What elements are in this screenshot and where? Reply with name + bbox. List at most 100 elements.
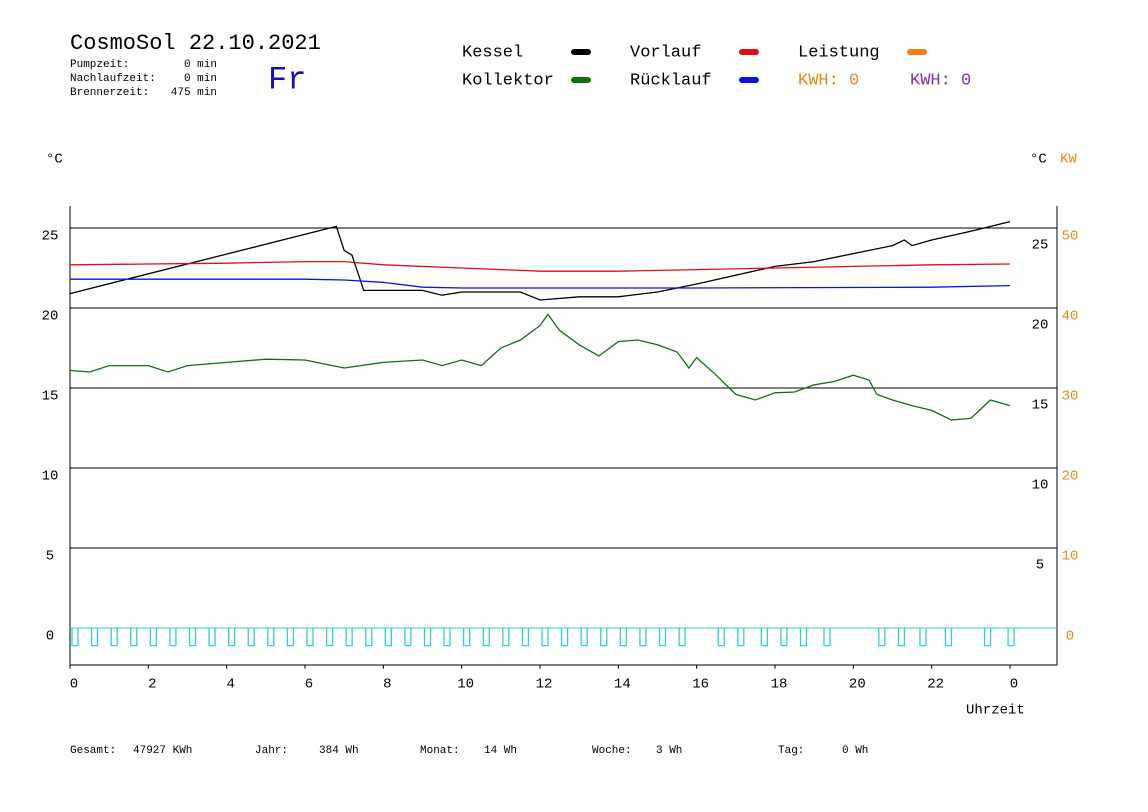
x-tick-label: 2: [148, 677, 156, 693]
x-tick-label: 12: [536, 677, 553, 693]
pulse: [306, 628, 314, 647]
pulse: [600, 628, 608, 647]
footer-label: Tag:: [778, 745, 804, 757]
y2-tick-label: 5: [1036, 558, 1044, 574]
kw-tick-label: 40: [1062, 309, 1079, 325]
y2-axis-label: °C: [1030, 152, 1047, 168]
footer-value: 384 Wh: [319, 745, 359, 757]
y-tick-label: 0: [46, 629, 54, 645]
pulse: [944, 628, 953, 647]
stat-label: Pumpzeit:: [70, 59, 129, 71]
x-tick-label: 4: [226, 677, 234, 693]
pulse: [678, 628, 686, 647]
day: Fr: [268, 61, 306, 98]
pulse: [619, 628, 627, 647]
x-tick-label: 22: [927, 677, 944, 693]
series-line: [69, 313, 1011, 421]
x-tick-label: 0: [70, 677, 78, 693]
y-tick-label: 15: [42, 389, 59, 405]
legend-label: Leistung: [798, 43, 880, 62]
y2-tick-label: 10: [1032, 478, 1049, 494]
stat-value: 475 min: [171, 87, 217, 99]
pulse: [384, 628, 392, 647]
series-line: [70, 278, 1011, 289]
pulse: [1007, 628, 1015, 647]
x-tick-label: 0: [1010, 677, 1018, 693]
pulse: [878, 628, 886, 647]
pulse: [823, 628, 831, 647]
footer-label: Gesamt:: [70, 745, 116, 757]
pulse: [345, 628, 353, 647]
pulse: [919, 628, 927, 647]
pulse: [208, 628, 216, 647]
kw-tick-label: 0: [1066, 629, 1074, 645]
pulse: [188, 628, 197, 647]
x-tick-label: 8: [383, 677, 391, 693]
pulse: [130, 628, 138, 647]
pulse: [502, 628, 510, 647]
pulse: [580, 628, 588, 647]
stat-label: Nachlaufzeit:: [70, 73, 156, 85]
x-tick-label: 10: [457, 677, 474, 693]
footer-value: 3 Wh: [656, 745, 682, 757]
pulse: [90, 628, 99, 647]
pulse: [560, 628, 569, 647]
x-tick-label: 14: [614, 677, 631, 693]
series-line: [69, 260, 1011, 272]
pulse: [365, 628, 373, 647]
y-tick-label: 5: [46, 549, 54, 565]
pulse: [149, 628, 157, 647]
pulse: [267, 628, 275, 647]
footer-value: 47927 KWh: [133, 745, 192, 757]
kw-tick-label: 30: [1062, 389, 1079, 405]
pulse: [443, 628, 451, 647]
pulse: [169, 628, 177, 647]
pulse: [110, 628, 118, 647]
pulse: [737, 628, 745, 647]
pulse: [541, 628, 549, 647]
legend-label: Kollektor: [462, 71, 554, 90]
series-line: [69, 220, 1011, 301]
footer-label: Monat:: [420, 745, 460, 757]
kwh-label: KWH: 0: [798, 71, 859, 90]
footer-label: Jahr:: [255, 745, 288, 757]
pulse: [423, 628, 432, 647]
legend-label: Rücklauf: [630, 71, 712, 90]
pulse: [404, 628, 412, 647]
y2-tick-label: 15: [1032, 398, 1049, 414]
x-axis-label: Uhrzeit: [966, 703, 1025, 719]
pulse: [983, 628, 992, 647]
x-tick-label: 6: [305, 677, 313, 693]
y-tick-label: 25: [42, 229, 59, 245]
pulse: [325, 628, 334, 647]
pulse: [658, 628, 667, 647]
pulse: [799, 628, 808, 647]
legend-label: Vorlauf: [630, 43, 701, 62]
footer-value: 14 Wh: [484, 745, 517, 757]
kwh-label: KWH: 0: [910, 71, 971, 90]
y-tick-label: 10: [42, 469, 59, 485]
pulse: [286, 628, 295, 647]
pulse: [780, 628, 788, 647]
y2-tick-label: 20: [1032, 318, 1049, 334]
pulse: [228, 628, 236, 647]
x-tick-label: 16: [692, 677, 709, 693]
y-tick-label: 20: [42, 309, 59, 325]
legend-label: Kessel: [462, 43, 523, 62]
kw-tick-label: 20: [1062, 469, 1079, 485]
x-tick-label: 18: [771, 677, 788, 693]
pulse: [71, 628, 79, 647]
pulse: [760, 628, 768, 647]
pulse: [482, 628, 490, 647]
kw-axis-label: KW: [1060, 152, 1077, 168]
pulse: [639, 628, 647, 647]
pulse: [717, 628, 725, 647]
footer-label: Woche:: [592, 745, 632, 757]
stat-value: 0 min: [184, 73, 217, 85]
pulse: [897, 628, 906, 647]
y2-tick-label: 25: [1032, 238, 1049, 254]
y-axis-label: °C: [46, 152, 63, 168]
footer-value: 0 Wh: [842, 745, 868, 757]
title: CosmoSol 22.10.2021: [70, 31, 321, 56]
